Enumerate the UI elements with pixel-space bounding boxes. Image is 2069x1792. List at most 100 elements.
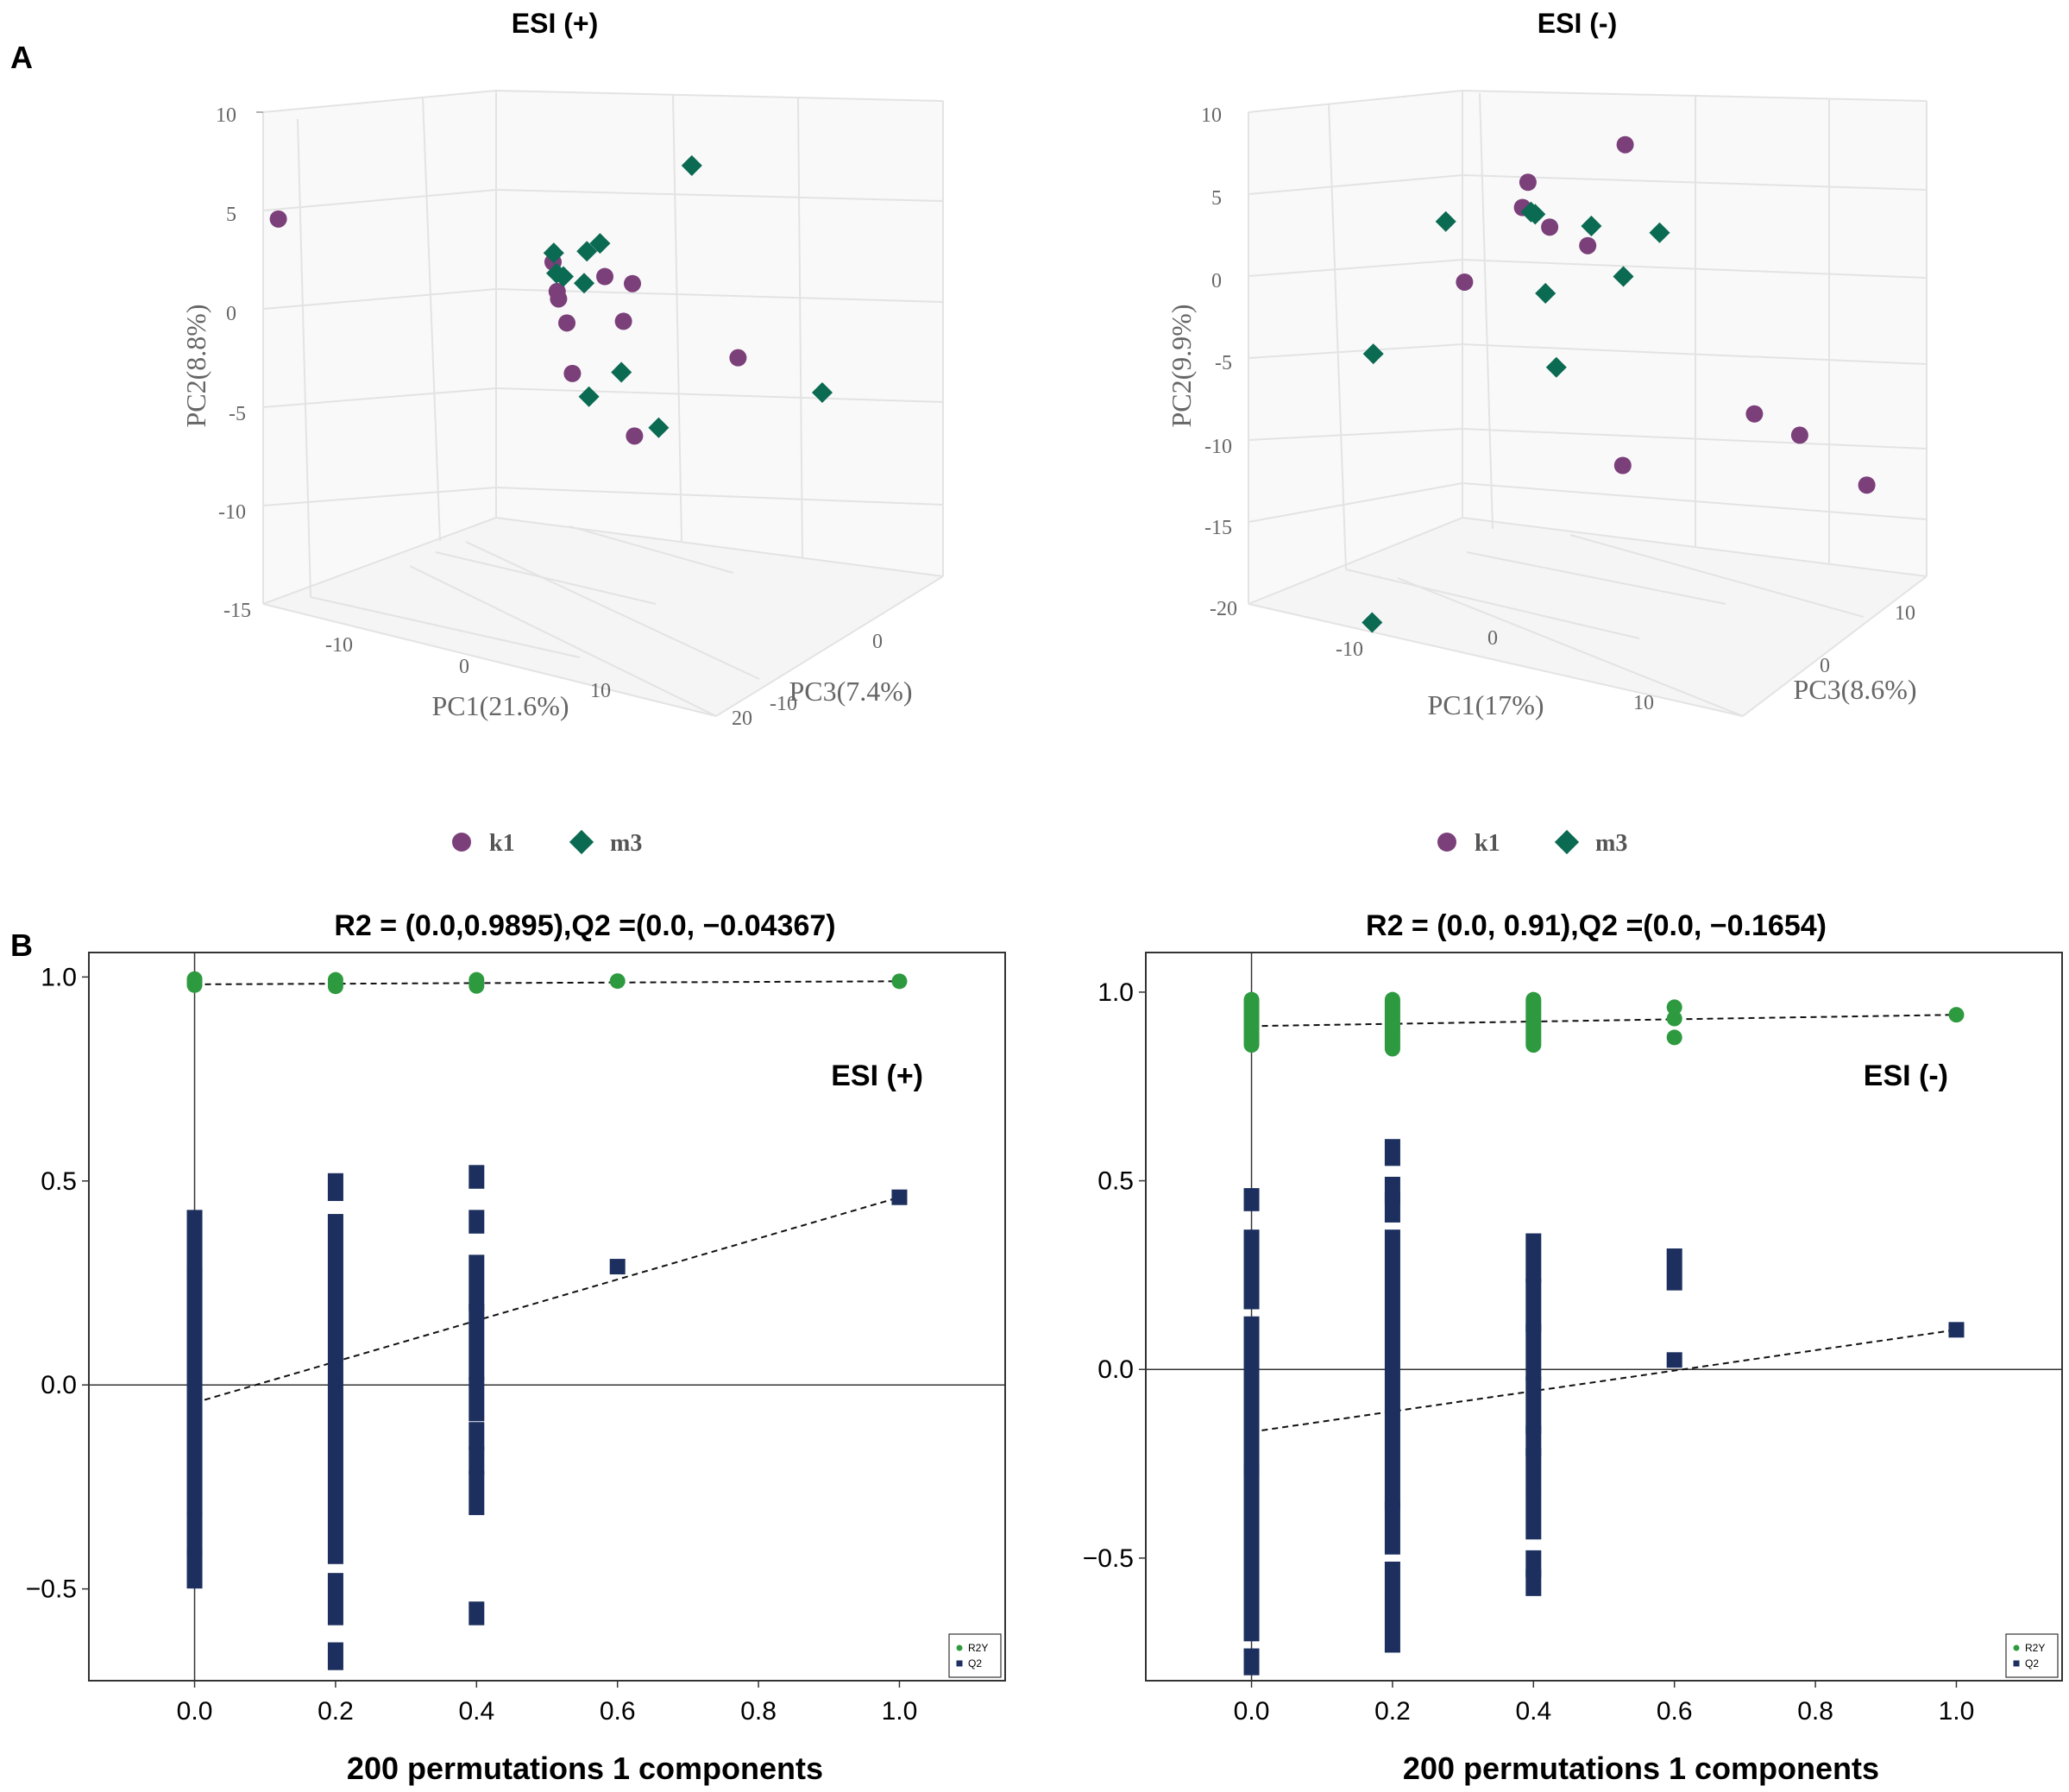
y-tick-label: 0.0 [41,1371,77,1399]
pca-neg-title: ESI (-) [1538,8,1617,39]
x-tick-label: 1.0 [882,1697,918,1726]
perm-neg-x-ticks: 0.0 0.2 0.4 0.6 0.8 1.0 [1234,1681,1974,1726]
permutation-run-q2 [469,1377,485,1422]
legend-q2-marker [956,1660,963,1667]
pca-neg-ytick: -5 [1215,352,1232,374]
pca-neg-zlabel: PC3(8.6%) [1793,674,1916,705]
legend-m3-marker [1554,829,1580,855]
permutation-run-q2 [469,1165,485,1189]
pca-point-m3 [1545,356,1567,378]
q2-point [609,1259,626,1275]
permutation-run-q2 [1384,1229,1400,1510]
pca-point-k1 [563,364,582,382]
trend-line-q2 [194,1196,900,1404]
pca-point-k1 [614,312,632,330]
pca-neg-points [1362,135,1876,633]
y-tick-label: 0.0 [1097,1355,1134,1384]
r2y-point [1948,1007,1965,1023]
y-tick-label: −0.5 [1083,1544,1134,1573]
pca-neg-ytick: 10 [1201,104,1222,127]
permutation-run-q2 [469,1601,485,1625]
perm-neg-legend: R2Y Q2 [2005,1633,2059,1678]
pca-neg-walls [1248,91,1927,604]
q2-point [1948,1322,1965,1338]
permutation-run-q2 [186,1210,203,1279]
pca-point-k1 [1456,273,1474,291]
permutation-run-q2 [1384,1561,1400,1596]
pca-point-k1 [596,267,613,286]
x-tick-label: 0.4 [1515,1697,1551,1726]
x-tick-label: 0.0 [177,1697,213,1726]
y-tick-label: 0.5 [1097,1167,1134,1196]
perm-neg-legend-box [2005,1633,2059,1678]
pca-pos-box [262,90,944,717]
perm-neg-annotation: ESI (-) [1864,1059,1948,1092]
pca-neg-legend: k1 m3 [1437,829,1627,857]
y-tick-label: 1.0 [41,963,77,991]
pca-pos-floor [263,518,943,716]
legend-q2-label: Q2 [2025,1657,2039,1669]
x-tick-label: 0.6 [1657,1697,1693,1726]
q2-point [1666,1352,1682,1368]
pca-point-k1 [626,427,644,445]
pca-point-k1 [1745,405,1764,423]
perm-pos-marks [186,971,908,1670]
pca-neg-ytick: -10 [1204,436,1232,458]
permutation-run-q2 [1243,1584,1260,1615]
permutation-run-r2y [1525,991,1542,1053]
y-tick-label: 0.5 [41,1167,77,1196]
pca-neg-box [1248,90,1928,717]
permutation-run-q2 [1525,1493,1542,1540]
legend-k1-label: k1 [489,830,515,857]
q2-point [891,1189,908,1205]
perm-pos-trend-lines [194,980,900,1404]
pca-point-k1 [729,349,747,367]
permutation-run-q2 [1525,1279,1542,1332]
legend-k1-marker [1437,833,1456,852]
perm-neg-title: R2 = (0.0, 0.91),Q2 =(0.0, −0.1654) [1366,909,1827,942]
r2y-point [186,977,203,993]
trend-line-r2y [194,980,900,985]
pca-point-k1 [558,314,575,332]
permutation-run-q2 [1384,1192,1400,1223]
permutation-run-q2 [469,1254,485,1311]
permutation-run-r2y [1384,991,1400,1057]
permutation-run-q2 [327,1214,343,1564]
permutation-run-q2 [1243,1188,1260,1211]
permutation-chart-esi-negative: R2 = (0.0, 0.91),Q2 =(0.0, −0.1654) 0.0 0… [1083,909,2063,1786]
permutation-run-q2 [327,1642,343,1670]
y-tick-label: 1.0 [1097,978,1134,1007]
pca-point-m3 [1581,215,1602,236]
pca-pos-xlabel: PC1(21.6%) [431,690,569,721]
x-tick-label: 0.2 [318,1697,354,1726]
legend-q2-marker [2013,1660,2020,1667]
pca-point-m3 [1362,612,1383,633]
panel-label-a: A [10,40,33,75]
x-tick-label: 0.6 [600,1697,636,1726]
pca-pos-ytick: 0 [226,303,236,325]
perm-pos-frame [88,952,1006,1682]
x-tick-label: 0.8 [740,1697,777,1726]
pca-pos-tick-labels: 10 5 0 -5 -10 -15 -10 0 10 20 0 -10 [216,104,883,730]
perm-pos-x-ticks: 0.0 0.2 0.4 0.6 0.8 1.0 [177,1681,918,1726]
permutation-run-q2 [1243,1519,1260,1585]
legend-m3-marker [569,829,594,855]
permutation-run-q2 [1525,1324,1542,1381]
legend-m3-label: m3 [1595,830,1627,857]
permutation-run-q2 [1525,1448,1542,1494]
pca-pos-xtick: 20 [732,707,752,730]
pca-pos-walls [263,91,943,604]
pca-pos-xtick: 0 [459,656,469,678]
pca-point-k1 [1541,218,1559,236]
r2y-point [1666,1010,1682,1027]
pca-neg-xlabel: PC1(17%) [1427,689,1544,720]
legend-r2y-marker [956,1644,963,1651]
pca-neg-ytick: 5 [1211,187,1222,210]
perm-neg-trend-lines [1251,1014,1957,1433]
r2y-point [469,978,485,994]
permutation-run-q2 [1666,1248,1682,1291]
legend-q2-label: Q2 [968,1657,982,1669]
pca-neg-ztick: 0 [1820,655,1830,677]
pca-neg-xtick: 0 [1487,627,1498,650]
